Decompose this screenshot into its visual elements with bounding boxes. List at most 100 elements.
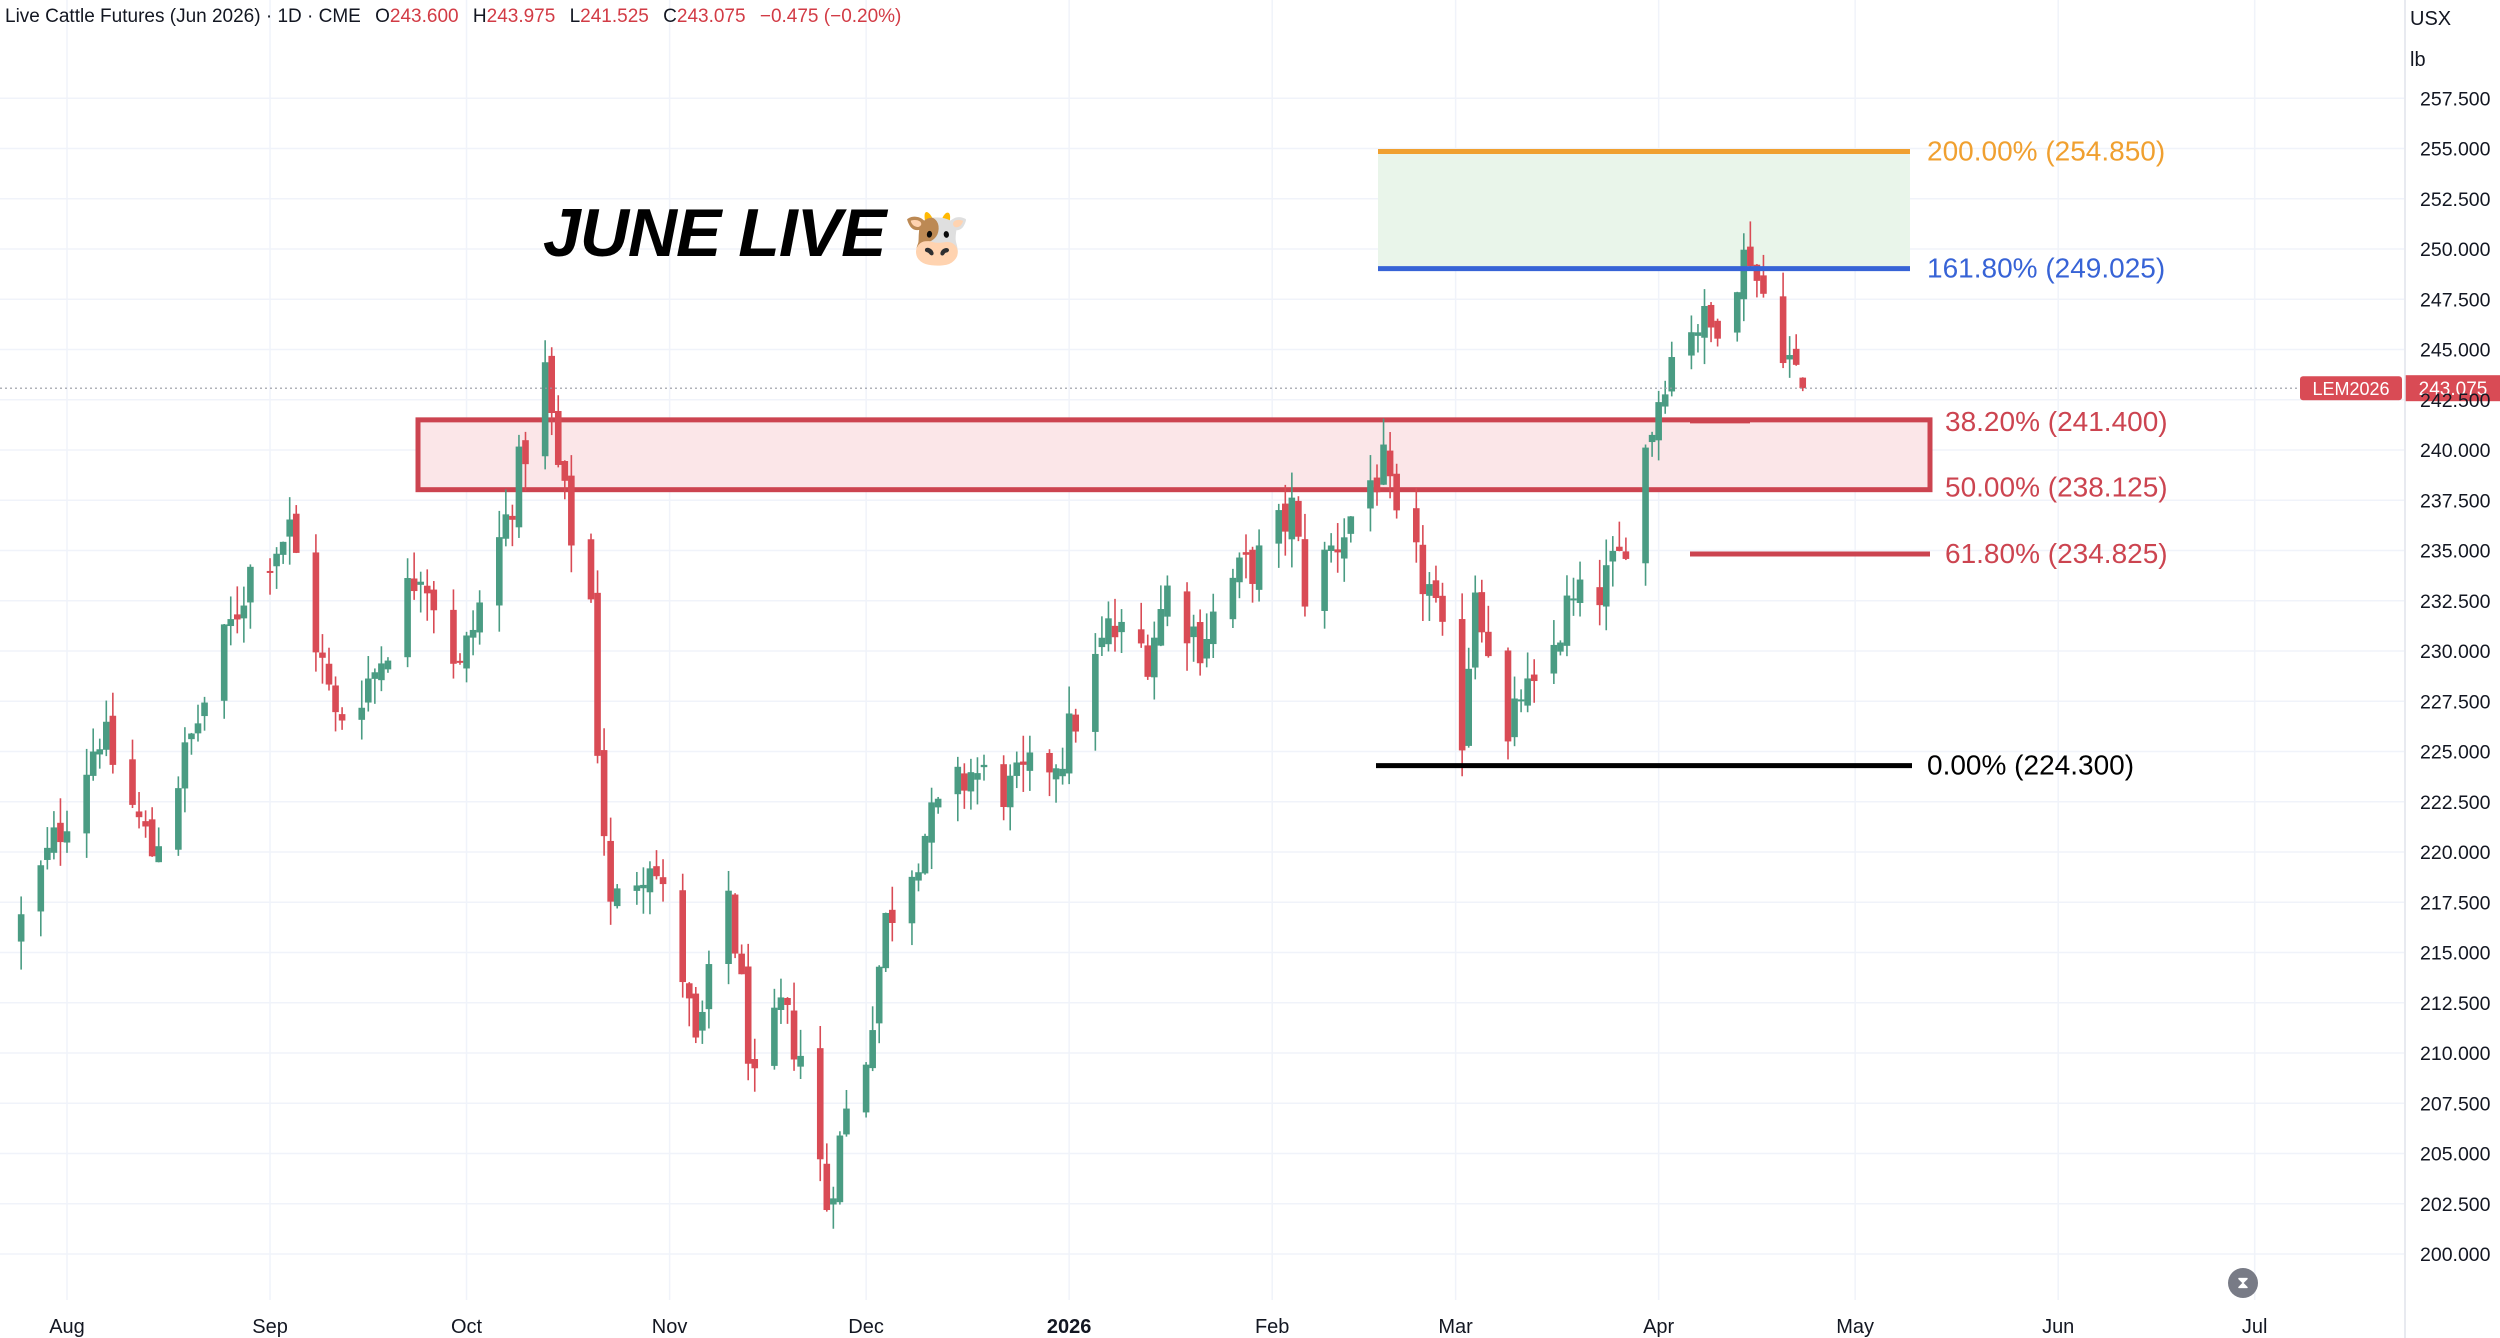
symbol-legend[interactable]: Live Cattle Futures (Jun 2026) · 1D · CM… [5, 6, 901, 28]
y-tick-label: 255.000 [2420, 139, 2491, 161]
candle-body [1151, 637, 1158, 678]
candle-body [1694, 332, 1702, 336]
currency-label[interactable]: USX [2410, 8, 2452, 30]
candle-body [325, 663, 333, 685]
candle-body [1701, 306, 1708, 338]
candle-body [823, 1163, 831, 1211]
fib-level-label: 0.00% (224.300) [1927, 750, 2134, 781]
y-tick-label: 240.000 [2420, 440, 2491, 462]
close-value: 243.075 [676, 6, 746, 27]
open-value: 243.600 [389, 6, 459, 27]
candle-body [89, 751, 97, 776]
candle-body [469, 629, 477, 638]
candle-body [1144, 645, 1152, 677]
candle-body [17, 914, 25, 942]
candle-body [1340, 537, 1348, 559]
candle-body [889, 909, 896, 923]
y-tick-label: 217.500 [2420, 892, 2491, 914]
candle-body [928, 802, 935, 843]
x-tick-label: 2026 [1047, 1316, 1092, 1338]
candle-body [816, 1048, 824, 1160]
candle-body [1596, 587, 1603, 606]
x-tick-label: Feb [1255, 1316, 1289, 1338]
annotation-title: JUNE LIVE 🐮 [543, 194, 971, 272]
symbol-tag [2300, 376, 2402, 401]
candle-body [594, 592, 601, 756]
candle-body [633, 885, 641, 891]
candle-body [1026, 752, 1034, 771]
candle-body [463, 635, 470, 669]
candle-body [1517, 699, 1525, 702]
candle-body [456, 660, 464, 663]
candle-body [1229, 577, 1237, 620]
candle-body [378, 663, 385, 681]
candle-body [1570, 598, 1577, 601]
fib-level-label: 38.20% (241.400) [1945, 406, 2168, 437]
candle-body [1190, 626, 1197, 638]
candle-body [967, 772, 975, 792]
zone-layer [415, 151, 1933, 493]
candle-body [705, 964, 713, 1010]
candle-body [1209, 611, 1217, 645]
x-tick-label: Nov [652, 1316, 688, 1338]
candle-body [338, 714, 346, 721]
candle-body [1688, 332, 1695, 356]
candle-body [44, 847, 51, 860]
candle-body [1511, 698, 1518, 738]
candle-body [1000, 764, 1007, 808]
candle-body [1046, 752, 1053, 773]
candle-body [1471, 592, 1479, 668]
candle-body [1203, 639, 1210, 659]
candle-body [640, 884, 647, 889]
candle-body [135, 811, 143, 818]
cow-emoji: 🐮 [903, 208, 970, 268]
candle-body [496, 537, 503, 606]
open-key: O [375, 6, 390, 27]
candle-body [548, 355, 555, 414]
y-tick-label: 245.000 [2420, 340, 2491, 362]
candle-body [1183, 591, 1191, 644]
candle-body [404, 578, 411, 658]
candle-body [1655, 402, 1662, 441]
candle-body [679, 890, 686, 983]
y-tick-label: 222.500 [2420, 792, 2491, 814]
candle-body [1426, 584, 1433, 596]
candle-body [613, 888, 621, 907]
candle-body [365, 678, 372, 703]
candle-body [1347, 516, 1355, 534]
unit-label[interactable]: lb [2410, 49, 2426, 71]
candle-body [273, 553, 280, 567]
candle-body [430, 589, 438, 611]
candle-body [1065, 713, 1073, 774]
hourglass-icon[interactable]: ⧗ [2228, 1268, 2258, 1298]
candle-body [836, 1135, 844, 1203]
candle-body [777, 997, 785, 1010]
candle-body [725, 890, 732, 964]
candle-body [1668, 357, 1676, 392]
candle-body [1282, 503, 1289, 532]
candle-body [1242, 552, 1250, 555]
candle-body [797, 1055, 804, 1067]
y-tick-label: 210.000 [2420, 1043, 2491, 1065]
candle-body [1439, 595, 1446, 622]
candle-body [659, 877, 667, 885]
candle-body [1747, 246, 1754, 267]
candle-body [830, 1198, 837, 1205]
candle-body [882, 912, 890, 969]
candle-body [423, 585, 431, 594]
candle-body [1648, 434, 1656, 443]
y-tick-label: 230.000 [2420, 641, 2491, 663]
candle-body [692, 993, 700, 1038]
y-tick-label: 207.500 [2420, 1093, 2491, 1115]
candle-body [1334, 549, 1341, 553]
candle-body [247, 566, 254, 603]
support-zone [415, 417, 1933, 493]
candle-body [1779, 296, 1787, 364]
low-value: 241.525 [580, 6, 649, 27]
candle-body [1373, 477, 1381, 493]
candle-body [699, 1011, 706, 1031]
candle-body [1786, 355, 1793, 360]
x-tick-label: Mar [1438, 1316, 1473, 1338]
candle-body [1301, 539, 1309, 607]
